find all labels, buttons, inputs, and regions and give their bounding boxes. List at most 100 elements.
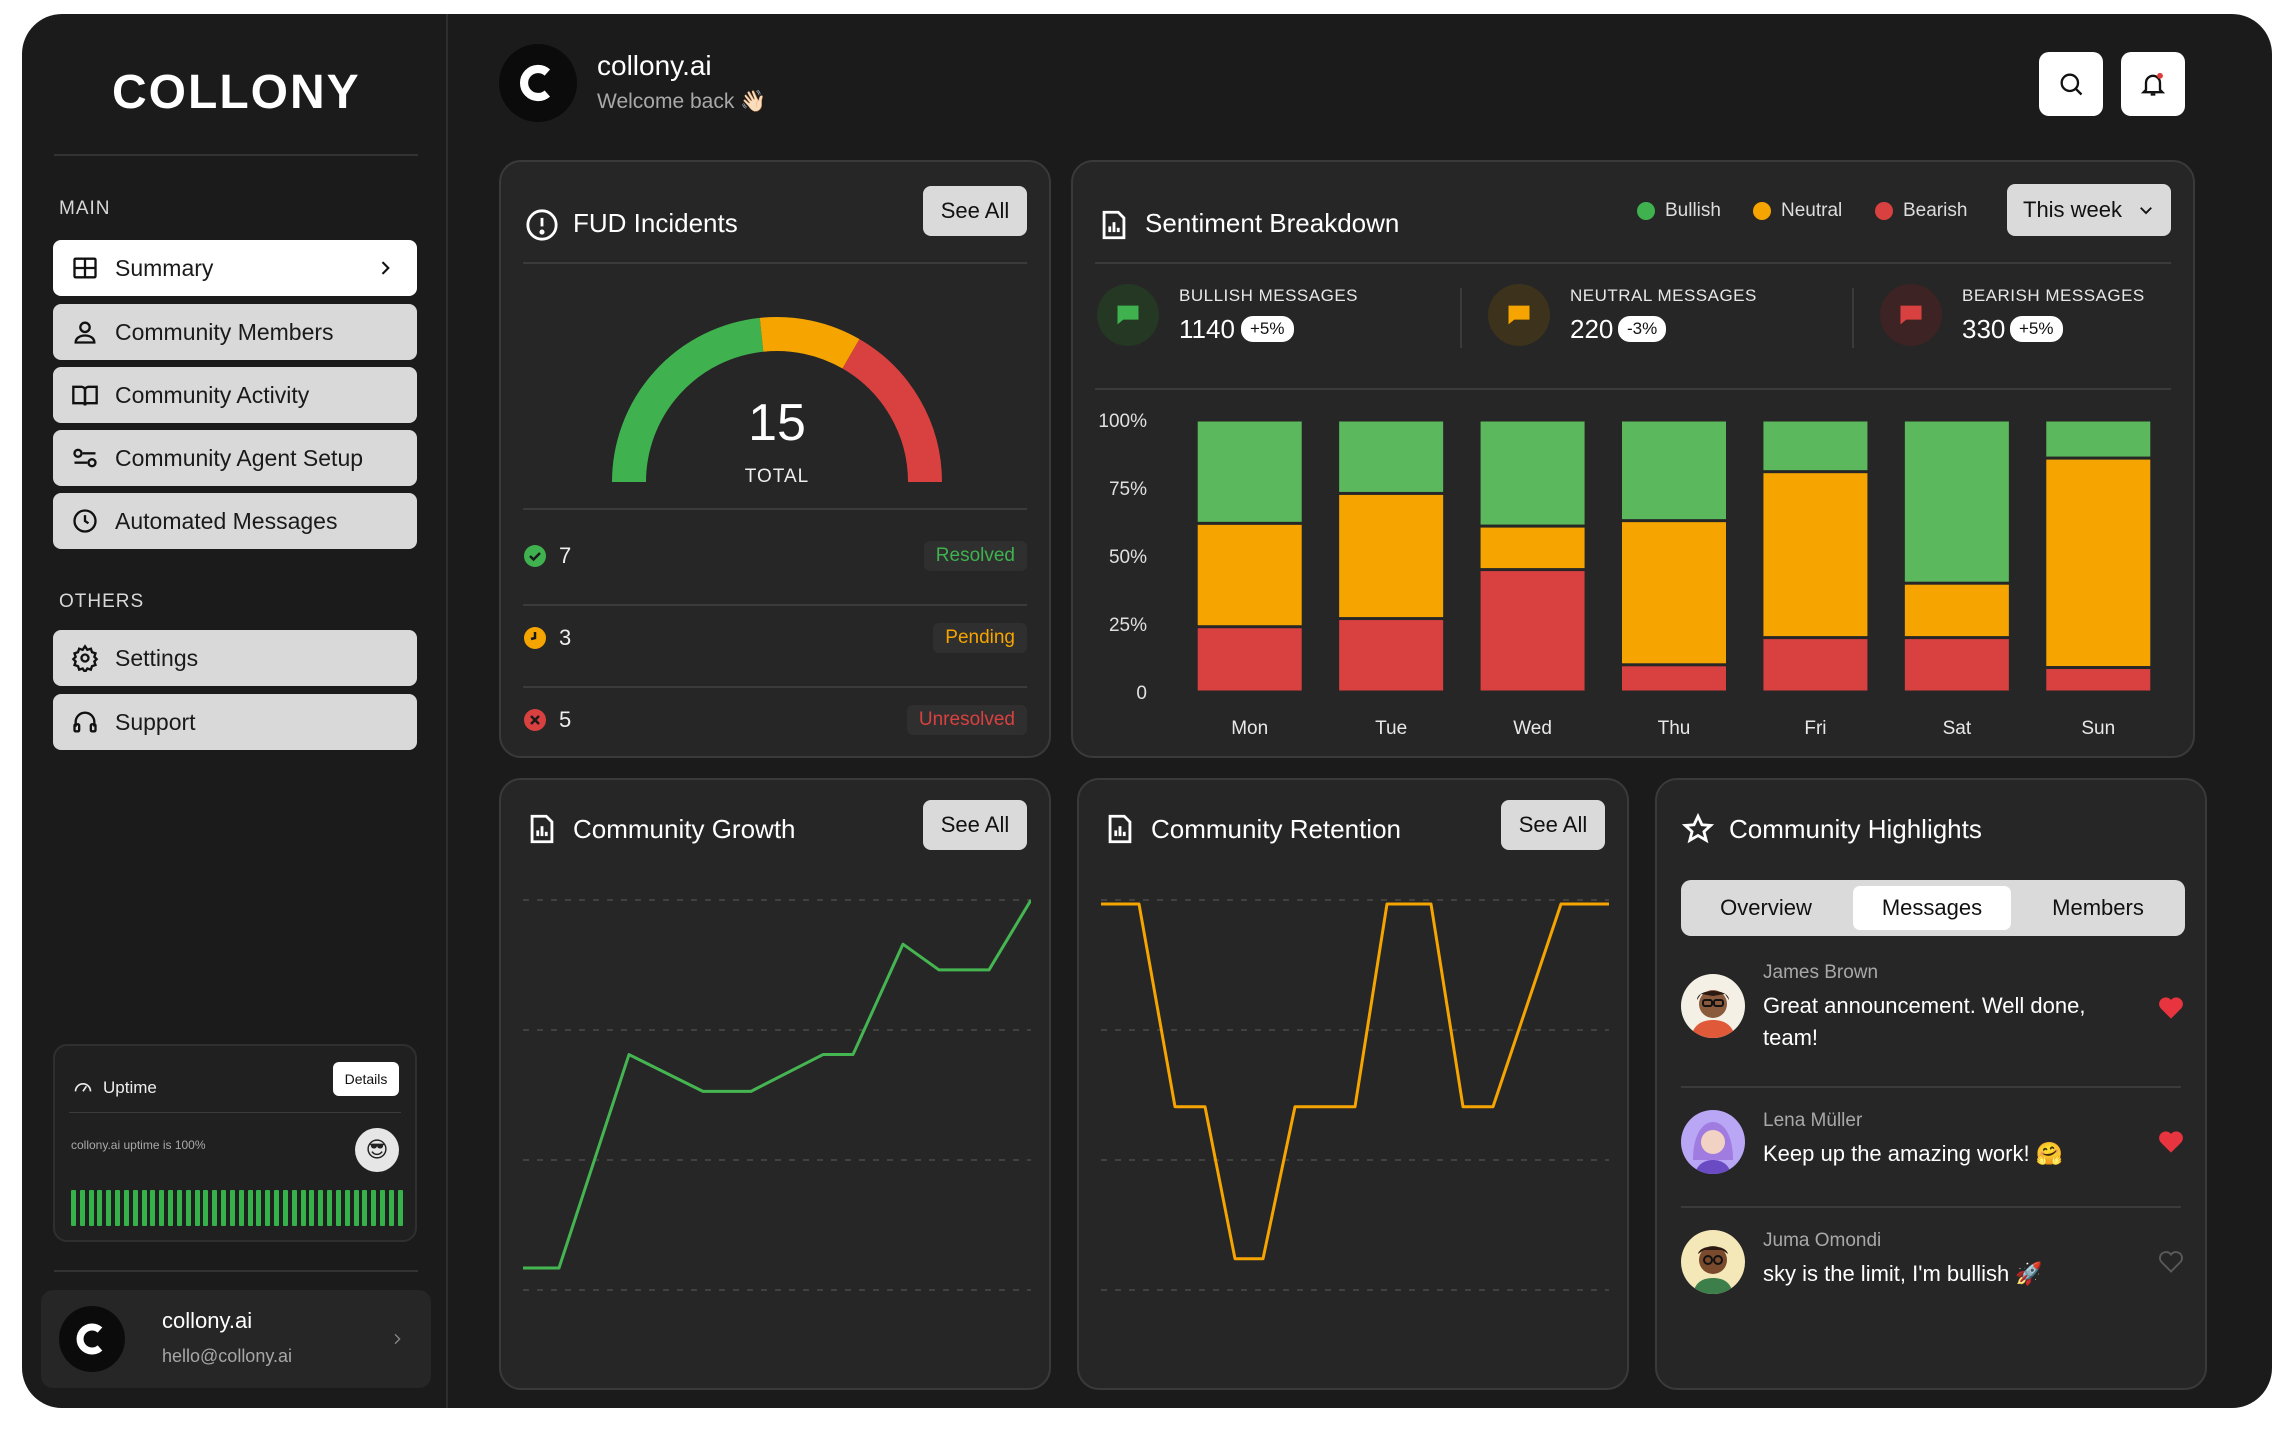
profile-card[interactable]: collony.ai hello@collony.ai [41,1290,431,1388]
search-button[interactable] [2039,52,2103,116]
bar-bullish [1763,421,1868,471]
sidebar-item-support[interactable]: Support [53,694,417,750]
sidebar-item-community-activity[interactable]: Community Activity [53,367,417,423]
community-highlights-card: Community Highlights Overview Messages M… [1655,778,2207,1390]
growth-line-chart [523,899,1031,1291]
x-tick-label: Tue [1375,718,1407,739]
heart-filled-icon[interactable] [2157,1128,2185,1154]
report-icon [1102,210,1126,240]
grid-icon [73,257,97,279]
sidebar-item-label: Summary [115,254,214,281]
uptime-message: collony.ai uptime is 100% [71,1138,206,1152]
clock-icon [73,509,97,533]
bar-bullish [1904,421,2009,582]
period-select[interactable]: This week [2007,184,2171,236]
tab-messages[interactable]: Messages [1853,886,2011,930]
legend-label: Bearish [1903,200,1968,221]
sidebar-item-settings[interactable]: Settings [53,630,417,686]
x-tick-label: Wed [1513,718,1552,739]
c-logo-icon [76,1323,103,1355]
fud-gauge: 15 TOTAL [612,317,942,487]
highlight-author: Juma Omondi [1763,1230,1882,1251]
resolved-badge: Resolved [923,541,1027,571]
uptime-bar [194,1190,200,1226]
chevron-right-icon [381,261,390,275]
resolved-count: 7 [559,543,572,568]
uptime-bar [176,1190,182,1226]
card-divider [523,604,1027,606]
gauge-resolved-segment [612,317,764,483]
x-tick-label: Sat [1943,718,1972,739]
sidebar-item-community-agent-setup[interactable]: Community Agent Setup [53,430,417,486]
bar-bearish [1197,628,1302,691]
fud-total-label: TOTAL [745,466,809,487]
bullish-label: BULLISH MESSAGES [1179,286,1359,305]
fud-incidents-card: FUD Incidents See All 15 TOTAL 7 Resolve… [499,160,1051,758]
x-tick-label: Fri [1804,718,1826,739]
sidebar-item-community-members[interactable]: Community Members [53,304,417,360]
report-icon [530,814,554,844]
fud-see-all-button[interactable]: See All [923,186,1027,236]
bullish-change-badge: +5% [1241,316,1294,342]
sidebar-item-label: Automated Messages [115,507,338,534]
growth-see-all-button[interactable]: See All [923,800,1027,850]
uptime-bar [265,1190,271,1226]
gauge-unresolved-segment [842,339,942,483]
bar-neutral [2046,459,2151,667]
pending-badge: Pending [933,623,1027,653]
gauge-icon [74,1083,92,1092]
card-divider [1681,1206,2181,1208]
notifications-button[interactable] [2121,52,2185,116]
heart-filled-icon[interactable] [2157,994,2185,1020]
message-yellow-icon [1488,284,1550,346]
uptime-details-button[interactable]: Details [333,1062,399,1096]
brand-avatar [59,1306,125,1372]
y-tick-label: 50% [1109,547,1147,568]
clock-filled-icon [524,627,546,649]
app-window: COLLONY MAIN Summary Community Members C… [22,14,2272,1408]
toggle-icon [73,448,97,468]
bearish-change-badge: +5% [2010,316,2063,342]
sentiment-breakdown-card: Sentiment Breakdown Bullish Neutral Bear… [1071,160,2195,758]
search-icon [2060,73,2083,96]
c-logo-icon [520,64,551,102]
retention-see-all-button[interactable]: See All [1501,800,1605,850]
tab-overview[interactable]: Overview [1720,895,1812,920]
uptime-bar [344,1190,350,1226]
uptime-bar [71,1190,76,1226]
uptime-bar [115,1190,121,1226]
bar-bearish [1339,620,1444,691]
bell-icon [2140,72,2166,96]
james-avatar [1681,974,1745,1038]
neutral-label: NEUTRAL MESSAGES [1570,286,1757,305]
uptime-bar [132,1190,138,1226]
fud-row-resolved[interactable]: 7 Resolved [523,526,1027,586]
bar-neutral [1904,584,2009,637]
uptime-bar [247,1190,253,1226]
others-section-label: OTHERS [59,591,145,612]
uptime-bar [238,1190,244,1226]
fud-row-unresolved[interactable]: 5 Unresolved [523,690,1027,750]
uptime-bar [388,1190,394,1226]
legend-dot [1753,202,1771,220]
y-tick-label: 75% [1109,479,1147,500]
highlight-message: Great announcement. Well done, team! [1763,993,2086,1050]
period-value: This week [2023,197,2123,222]
fud-row-pending[interactable]: 3 Pending [523,608,1027,668]
profile-name: collony.ai [162,1308,253,1333]
sidebar-item-summary[interactable]: Summary [53,240,417,296]
tab-members[interactable]: Members [2052,895,2144,920]
bar-neutral [1763,473,1868,637]
uptime-bars [71,1190,403,1226]
highlight-author: Lena Müller [1763,1110,1863,1131]
uptime-bar [150,1190,156,1226]
uptime-bar [185,1190,191,1226]
community-growth-card: Community Growth See All [499,778,1051,1390]
uptime-bar [212,1190,218,1226]
sidebar-item-automated-messages[interactable]: Automated Messages [53,493,417,549]
message-green-icon [1097,284,1159,346]
collony-logo: COLLONY [112,66,359,119]
neutral-value: 220 [1570,314,1614,344]
uptime-title: Uptime [103,1078,157,1097]
heart-outline-icon[interactable] [2157,1248,2185,1274]
